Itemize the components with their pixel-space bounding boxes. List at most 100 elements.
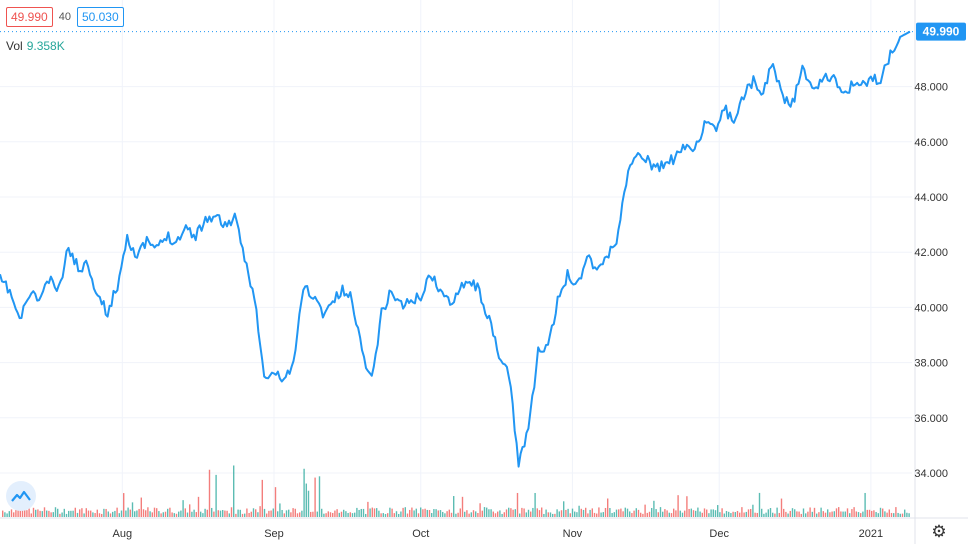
volume-bar	[721, 508, 723, 517]
volume-bar	[761, 508, 763, 517]
volume-bar	[774, 513, 776, 517]
volume-bar	[118, 513, 120, 517]
volume-bar	[648, 511, 651, 517]
volume-bar	[290, 512, 292, 517]
volume-bar	[477, 513, 479, 517]
volume-bar	[233, 465, 235, 517]
volume-bar	[769, 508, 772, 517]
volume-bar	[475, 511, 477, 517]
volume-bar	[840, 511, 842, 517]
volume-bar	[765, 512, 767, 517]
volume-bar	[673, 508, 675, 517]
volume-bar	[888, 509, 890, 517]
volume-bar	[171, 512, 173, 517]
volume-bar	[497, 511, 499, 517]
volume-bar	[820, 507, 822, 517]
volume-value: 9.358K	[26, 39, 65, 53]
volume-bar	[842, 511, 844, 517]
volume-bar	[222, 510, 224, 517]
volume-bar	[582, 509, 585, 517]
volume-bar	[301, 510, 303, 517]
volume-bar	[479, 503, 481, 517]
volume-bar	[294, 508, 296, 517]
volume-bar	[690, 508, 692, 517]
y-tick-label: 44.000	[914, 192, 948, 204]
volume-bar	[197, 496, 200, 517]
volume-bar	[521, 507, 523, 517]
volume-bar	[734, 512, 736, 517]
volume-bar	[756, 512, 758, 517]
volume-bar	[125, 510, 127, 517]
volume-bar	[547, 512, 549, 517]
volume-bar	[160, 513, 162, 517]
volume-bar	[103, 508, 105, 517]
volume-bar	[833, 511, 835, 517]
volume-bar	[615, 509, 618, 517]
volume-bar	[417, 513, 420, 517]
volume-label: Vol	[6, 39, 23, 53]
volume-bar	[618, 509, 620, 517]
volume-bar	[48, 510, 50, 517]
volume-bar	[444, 513, 446, 517]
volume-bar	[602, 512, 604, 517]
volume-bar	[26, 510, 28, 517]
volume-bar	[349, 512, 351, 517]
volume-bar	[873, 510, 875, 517]
volume-bar	[244, 513, 246, 517]
volume-bar	[596, 513, 598, 517]
volume-bar	[827, 509, 829, 517]
time-axis[interactable]: Aug Sep Oct Nov Dec 2021	[113, 528, 884, 540]
volume-bar	[422, 509, 424, 517]
volume-bar	[153, 507, 156, 517]
volume-bar	[285, 510, 288, 517]
volume-bar	[692, 510, 695, 517]
volume-bar	[270, 510, 272, 517]
volume-bar	[208, 469, 211, 517]
volume-bar	[70, 510, 72, 517]
volume-bar	[354, 512, 356, 517]
volume-bar	[772, 512, 774, 517]
volume-bar	[464, 511, 466, 517]
volume-bar	[637, 509, 640, 517]
volume-bar	[35, 509, 37, 517]
volume-bar	[21, 510, 24, 517]
volume-bar	[259, 506, 261, 517]
volume-bar	[409, 509, 411, 517]
volume-bar	[739, 512, 741, 517]
gear-icon[interactable]: ⚙	[931, 522, 947, 541]
volume-bar	[356, 507, 358, 517]
volume-bar	[358, 509, 360, 517]
volume-bar	[246, 508, 248, 517]
volume-bar	[796, 511, 798, 517]
volume-bar	[206, 509, 208, 517]
volume-bar	[457, 512, 459, 517]
volume-bar	[237, 509, 239, 517]
volume-bar	[906, 512, 908, 517]
volume-bar	[802, 508, 805, 517]
volume-bar	[670, 513, 673, 517]
volume-bar	[226, 510, 228, 517]
volume-bar	[829, 512, 831, 517]
y-tick-label: 42.000	[914, 247, 948, 259]
volume-bar	[657, 512, 659, 517]
volume-bar	[76, 512, 79, 517]
tradingview-logo-icon[interactable]	[6, 481, 36, 511]
price-line-series[interactable]	[0, 30, 911, 468]
volume-bar	[490, 509, 492, 517]
volume-bar	[120, 510, 123, 517]
volume-bar	[717, 505, 719, 517]
price-axis[interactable]: 34.000 36.000 38.000 40.000 42.000 44.000 46.0…	[914, 82, 948, 480]
volume-bar	[329, 512, 332, 517]
volume-bar	[604, 507, 607, 517]
volume-bar	[747, 509, 750, 517]
last-price-tag-label: 49.990	[923, 25, 960, 39]
bid-price[interactable]: 49.990	[6, 7, 53, 27]
volume-bar	[296, 513, 299, 517]
ask-price[interactable]: 50.030	[76, 7, 124, 27]
volume-bar	[6, 513, 8, 517]
volume-bar	[2, 510, 4, 517]
volume-bar	[730, 513, 732, 517]
volume-bar	[776, 507, 778, 517]
volume-bar	[453, 496, 455, 517]
